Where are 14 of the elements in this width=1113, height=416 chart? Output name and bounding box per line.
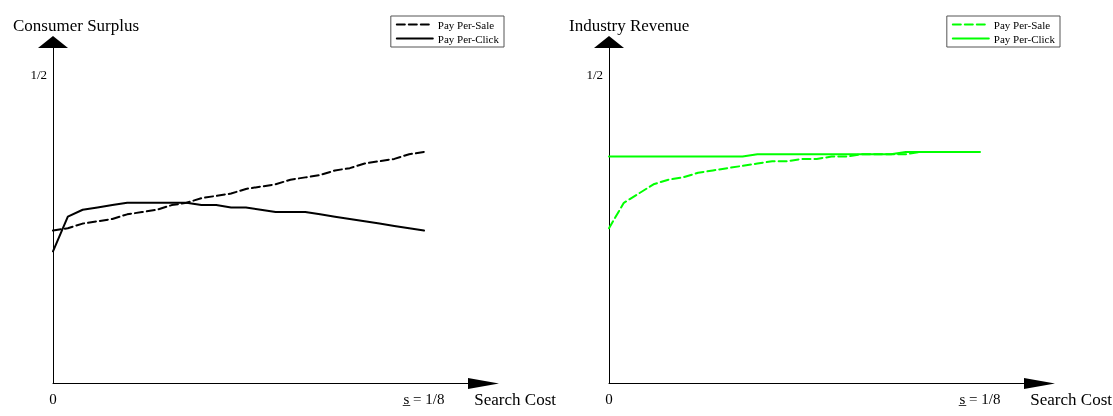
text: s̲ = 1/8 [958, 390, 1001, 407]
chart-title: Consumer Surplus [13, 16, 140, 35]
legend-label: Pay Per-Click [437, 32, 500, 45]
text: 1/2 [30, 67, 47, 82]
text: 0 [605, 390, 613, 407]
text: 1/2 [586, 67, 603, 82]
x-axis-title: Search Cost [1030, 390, 1113, 409]
text: s̲ = 1/8 [402, 390, 445, 407]
chart-title: Industry Revenue [569, 16, 690, 35]
legend-label: Pay Per-Sale [437, 18, 495, 31]
x-axis-title: Search Cost [474, 390, 557, 409]
legend-label: Pay Per-Click [993, 32, 1056, 45]
text: 0 [49, 390, 57, 407]
legend-label: Pay Per-Sale [993, 18, 1051, 31]
